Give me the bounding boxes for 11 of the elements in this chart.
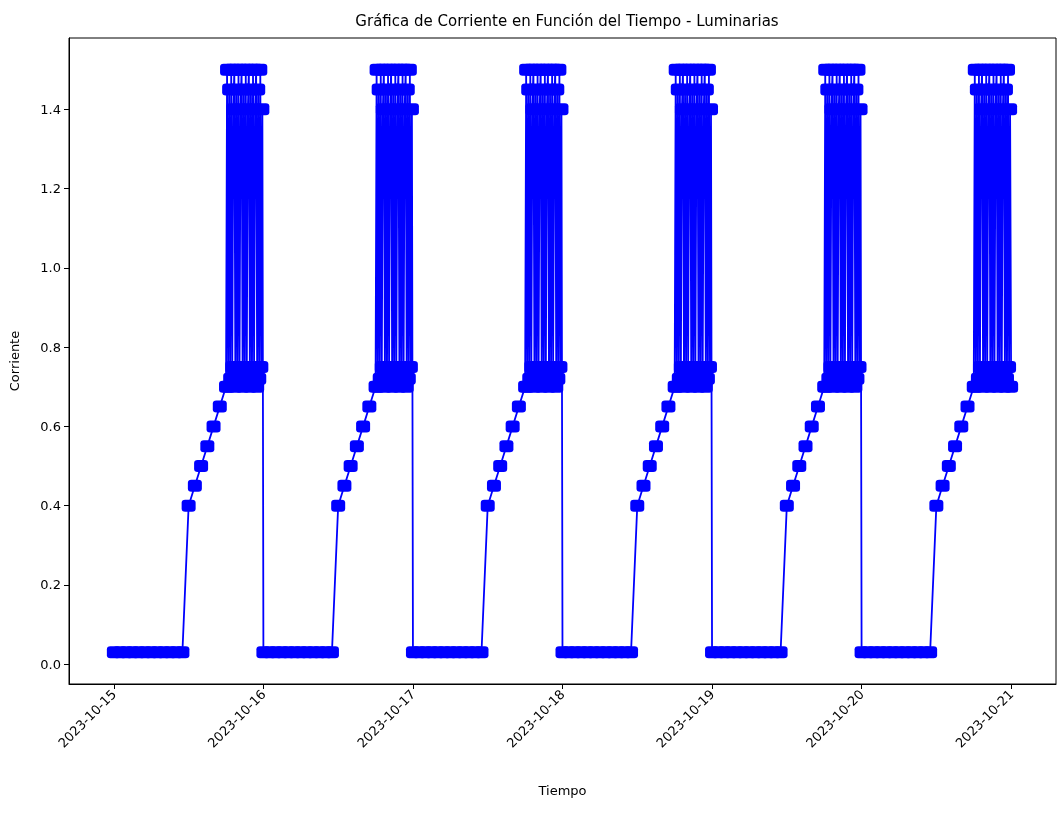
y-tick-label: 0.8 [40,339,61,355]
y-tick-label: 0.0 [40,656,61,672]
y-tick-label: 0.6 [40,418,61,434]
y-axis-title: Corriente [7,330,22,392]
y-tick-label: 1.2 [40,181,61,197]
y-tick-label: 1.0 [40,260,61,276]
y-tick-label: 0.4 [40,498,61,514]
y-tick-label: 1.4 [40,101,61,117]
x-axis-title: Tiempo [537,783,587,798]
chart-title: Gráfica de Corriente en Función del Tiempo - Luminarias [355,11,779,30]
y-tick-label: 0.2 [40,577,61,593]
